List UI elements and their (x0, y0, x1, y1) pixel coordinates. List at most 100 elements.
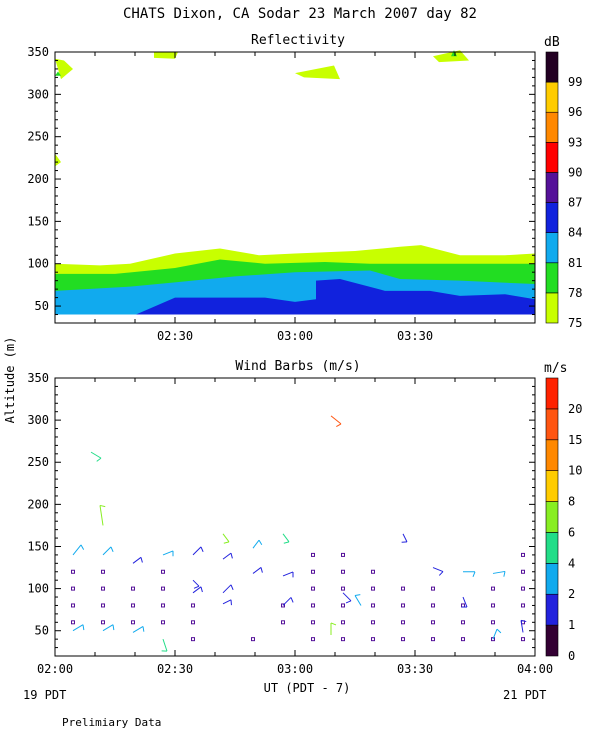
reflectivity-band-84 (136, 278, 535, 315)
x-tick-label: 02:30 (157, 662, 193, 676)
calm-marker (521, 586, 525, 591)
wind-barb (90, 451, 102, 462)
wind-barb (72, 544, 85, 556)
wind-barb (492, 628, 502, 640)
colorbar-unit: m/s (544, 361, 567, 376)
calm-marker (521, 552, 525, 557)
wind-barb (102, 624, 115, 632)
x-tick-label: 02:30 (157, 329, 193, 343)
calm-marker (341, 620, 345, 625)
y-tick-label: 100 (27, 257, 49, 271)
colorbar-swatch (545, 51, 559, 83)
footnote: Prelimiary Data (62, 716, 161, 729)
calm-marker (491, 637, 495, 642)
reflectivity-patch (55, 71, 61, 76)
y-tick-label: 250 (27, 130, 49, 144)
y-tick-label: 200 (27, 172, 49, 186)
colorbar-label: 84 (568, 226, 582, 240)
reflectivity-patch (295, 65, 340, 80)
colorbar-swatch (545, 172, 559, 203)
colorbar-label: 93 (568, 135, 582, 149)
wind-barb (432, 567, 444, 576)
footer-right-label: 21 PDT (503, 688, 546, 702)
calm-marker (71, 603, 75, 608)
wind-barb (252, 567, 263, 574)
colorbar-label: 4 (568, 556, 575, 570)
y-tick-label: 100 (27, 582, 49, 596)
calm-marker (461, 620, 465, 625)
calm-marker (371, 637, 375, 642)
x-tick-label: 03:30 (397, 329, 433, 343)
y-tick-label: 350 (27, 371, 49, 385)
calm-marker (281, 620, 285, 625)
wind-barb (192, 579, 200, 589)
wind-barb (461, 596, 468, 608)
calm-marker (251, 637, 255, 642)
y-tick-label: 50 (35, 299, 49, 313)
calm-marker (431, 603, 435, 608)
y-tick-label: 350 (27, 45, 49, 59)
calm-marker (371, 569, 375, 574)
wind-barb (192, 586, 203, 594)
colorbar-label: 99 (568, 75, 582, 89)
colorbar-label: 10 (568, 464, 582, 478)
colorbar-label: 8 (568, 495, 575, 509)
wind-barb (282, 571, 294, 578)
colorbar-label: 81 (568, 256, 582, 270)
y-tick-label: 50 (35, 624, 49, 638)
colorbar-label: 20 (568, 402, 582, 416)
calm-marker (341, 586, 345, 591)
calm-marker (401, 620, 405, 625)
calm-marker (371, 586, 375, 591)
colorbar-swatch (545, 292, 559, 324)
colorbar-swatch (545, 232, 559, 264)
calm-marker (101, 586, 105, 591)
calm-marker (101, 620, 105, 625)
wind-barb (222, 552, 233, 560)
calm-marker (311, 603, 315, 608)
calm-marker (161, 569, 165, 574)
colorbar-swatch (545, 470, 559, 502)
calm-marker (281, 603, 285, 608)
calm-marker (71, 586, 75, 591)
x-axis-label: UT (PDT - 7) (264, 681, 351, 695)
calm-marker (71, 620, 75, 625)
colorbar-label: 90 (568, 165, 582, 179)
colorbar-swatch (545, 439, 559, 471)
x-tick-label: 03:30 (397, 662, 433, 676)
calm-marker (491, 603, 495, 608)
wind-barbs-panel: 50 100 150 200 250 300 350 02:00 02:30 03:00 03:30… (3, 337, 553, 676)
calm-marker (131, 586, 135, 591)
y-tick-label: 300 (27, 87, 49, 101)
calm-marker (371, 603, 375, 608)
calm-marker (521, 603, 525, 608)
calm-marker (401, 586, 405, 591)
calm-marker (191, 603, 195, 608)
calm-marker (311, 620, 315, 625)
x-tick-label: 04:00 (517, 662, 553, 676)
y-tick-label: 300 (27, 413, 49, 427)
colorbar-swatch (545, 111, 559, 143)
colorbar-unit: dB (544, 35, 560, 50)
colorbar-label: 75 (568, 316, 582, 330)
calm-marker (311, 637, 315, 642)
footer-left-label: 19 PDT (23, 688, 66, 702)
colorbar-swatch (545, 81, 559, 113)
wind-barb (222, 533, 230, 544)
calm-marker (431, 586, 435, 591)
wind-barb (282, 533, 290, 544)
calm-marker (461, 603, 465, 608)
wind-barb (354, 594, 362, 606)
colorbar-swatch (545, 408, 559, 441)
calm-marker (461, 637, 465, 642)
reflectivity-colorbar: 75 78 81 84 87 90 93 96 99 dB (544, 35, 582, 330)
colorbar-label: 0 (568, 649, 575, 663)
calm-marker (161, 603, 165, 608)
colorbar-label: 78 (568, 286, 582, 300)
wind-barb (492, 570, 506, 577)
calm-marker (101, 603, 105, 608)
wind-barb (282, 597, 294, 606)
colorbar-label: 15 (568, 433, 582, 447)
x-tick-label: 02:00 (37, 662, 73, 676)
